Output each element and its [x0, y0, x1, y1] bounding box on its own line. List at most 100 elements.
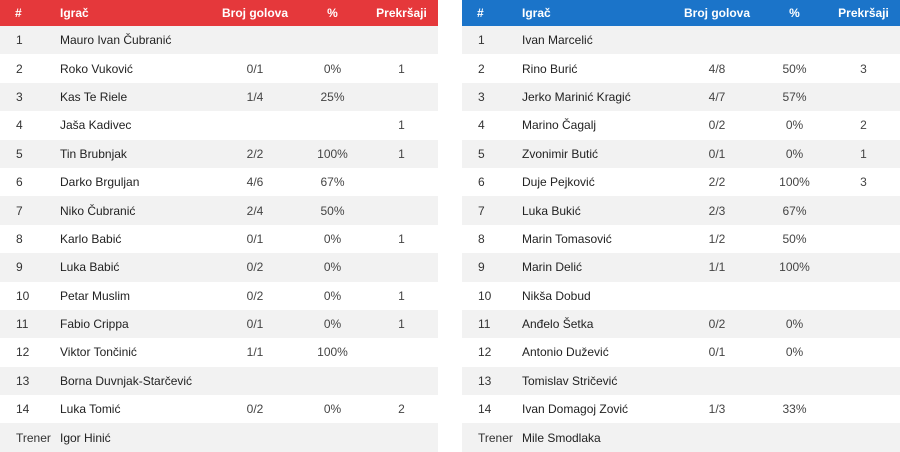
player-name: Luka Bukić	[522, 203, 581, 218]
player-fouls: 1	[398, 288, 405, 303]
player-row: 8 Marin Tomasović 1/2 50%	[462, 224, 900, 254]
header-fouls: Prekršaji	[376, 6, 427, 20]
player-name: Roko Vuković	[60, 61, 133, 76]
away-table-header: # Igrač Broj golova % Prekršaji	[462, 0, 900, 26]
player-percent: 50%	[782, 61, 807, 76]
home-table-header: # Igrač Broj golova % Prekršaji	[0, 0, 438, 26]
player-fouls: 2	[860, 118, 867, 133]
player-goals: 0/1	[246, 231, 264, 246]
player-row: 13 Tomislav Stričević	[462, 366, 900, 396]
player-goals: 0/2	[246, 402, 264, 417]
player-goals	[672, 26, 762, 54]
player-row: 12 Viktor Tončinić 1/1 100%	[0, 338, 438, 367]
player-fouls	[827, 310, 900, 338]
player-goals: 4/6	[246, 175, 264, 190]
player-number: 11	[16, 317, 29, 332]
player-number: 12	[478, 345, 492, 360]
player-fouls: 3	[860, 175, 867, 190]
player-goals: 0/2	[708, 118, 726, 133]
player-row: 7 Luka Bukić 2/3 67%	[462, 196, 900, 225]
player-number: 13	[16, 373, 30, 388]
home-player-table: # Igrač Broj golova % Prekršaji 1 Mauro I…	[0, 0, 438, 452]
player-row: 14 Ivan Domagoj Zović 1/3 33%	[462, 395, 900, 424]
player-fouls: 1	[398, 61, 405, 76]
header-player: Igrač	[522, 6, 551, 20]
player-name: Zvonimir Butić	[522, 146, 599, 161]
coach-name: Igor Hinić	[60, 430, 111, 445]
player-number: 9	[16, 260, 23, 275]
player-percent: 50%	[320, 203, 345, 218]
player-row: 11 Fabio Crippa 0/1 0% 1	[0, 309, 438, 339]
player-row: 5 Zvonimir Butić 0/1 0% 1	[462, 139, 900, 168]
coach-empty-cell	[762, 423, 827, 451]
player-goals: 2/3	[708, 203, 726, 218]
coach-name: Mile Smodlaka	[522, 430, 601, 445]
player-name: Luka Tomić	[60, 402, 121, 417]
player-fouls	[365, 338, 438, 366]
player-goals	[210, 26, 300, 54]
player-fouls: 2	[398, 402, 405, 417]
player-percent: 0%	[323, 61, 342, 76]
player-goals	[672, 367, 762, 395]
player-name: Antonio Dužević	[522, 345, 609, 360]
player-number: 9	[478, 260, 485, 275]
player-name: Duje Pejković	[522, 175, 595, 190]
header-number: #	[477, 6, 484, 20]
player-number: 2	[16, 61, 23, 76]
player-goals: 0/2	[246, 260, 264, 275]
player-name: Marin Tomasović	[522, 231, 612, 246]
player-row: 6 Darko Brguljan 4/6 67%	[0, 167, 438, 197]
player-number: 6	[16, 175, 23, 190]
player-number: 7	[16, 203, 23, 218]
player-fouls	[365, 168, 438, 196]
header-player: Igrač	[60, 6, 89, 20]
player-fouls: 1	[398, 231, 405, 246]
player-name: Borna Duvnjak-Starčević	[60, 373, 193, 388]
coach-empty-cell	[827, 423, 900, 451]
player-percent: 0%	[785, 345, 804, 360]
player-row: 10 Petar Muslim 0/2 0% 1	[0, 281, 438, 310]
header-fouls: Prekršaji	[838, 6, 889, 20]
player-name: Ivan Marcelić	[522, 33, 593, 48]
player-name: Marin Delić	[522, 260, 583, 275]
player-goals: 0/2	[708, 317, 726, 332]
player-percent	[762, 282, 827, 310]
player-goals	[672, 282, 762, 310]
player-number: 4	[478, 118, 485, 133]
player-goals: 0/1	[708, 345, 726, 360]
player-percent: 67%	[782, 203, 807, 218]
player-row: 6 Duje Pejković 2/2 100% 3	[462, 167, 900, 197]
player-row: 4 Jaša Kadivec 1	[0, 111, 438, 140]
player-number: 14	[478, 402, 492, 417]
player-goals: 0/1	[246, 317, 264, 332]
player-number: 2	[478, 61, 485, 76]
player-fouls: 1	[398, 146, 405, 161]
player-fouls	[827, 253, 900, 281]
player-fouls	[827, 282, 900, 310]
player-name: Luka Babić	[60, 260, 120, 275]
player-goals: 1/2	[708, 231, 726, 246]
player-number: 8	[16, 231, 23, 246]
player-percent: 0%	[785, 317, 804, 332]
player-fouls	[365, 367, 438, 395]
header-number: #	[15, 6, 22, 20]
player-goals	[210, 111, 300, 139]
player-number: 3	[478, 89, 485, 104]
player-goals: 0/1	[708, 146, 726, 161]
player-percent: 0%	[785, 146, 804, 161]
player-name: Ivan Domagoj Zović	[522, 402, 629, 417]
player-name: Rino Burić	[522, 61, 578, 76]
away-team-stats: # Igrač Broj golova % Prekršaji 1 Ivan Ma…	[462, 0, 900, 452]
player-fouls	[827, 196, 900, 224]
player-name: Karlo Babić	[60, 231, 122, 246]
player-goals: 1/3	[708, 402, 726, 417]
player-goals: 2/4	[246, 203, 264, 218]
player-goals: 1/1	[708, 260, 726, 275]
player-percent: 100%	[317, 345, 348, 360]
player-fouls: 1	[860, 146, 867, 161]
player-percent: 25%	[320, 89, 345, 104]
player-name: Nikša Dobud	[522, 288, 591, 303]
player-name: Petar Muslim	[60, 288, 131, 303]
player-fouls	[827, 338, 900, 366]
player-goals: 4/7	[708, 89, 726, 104]
